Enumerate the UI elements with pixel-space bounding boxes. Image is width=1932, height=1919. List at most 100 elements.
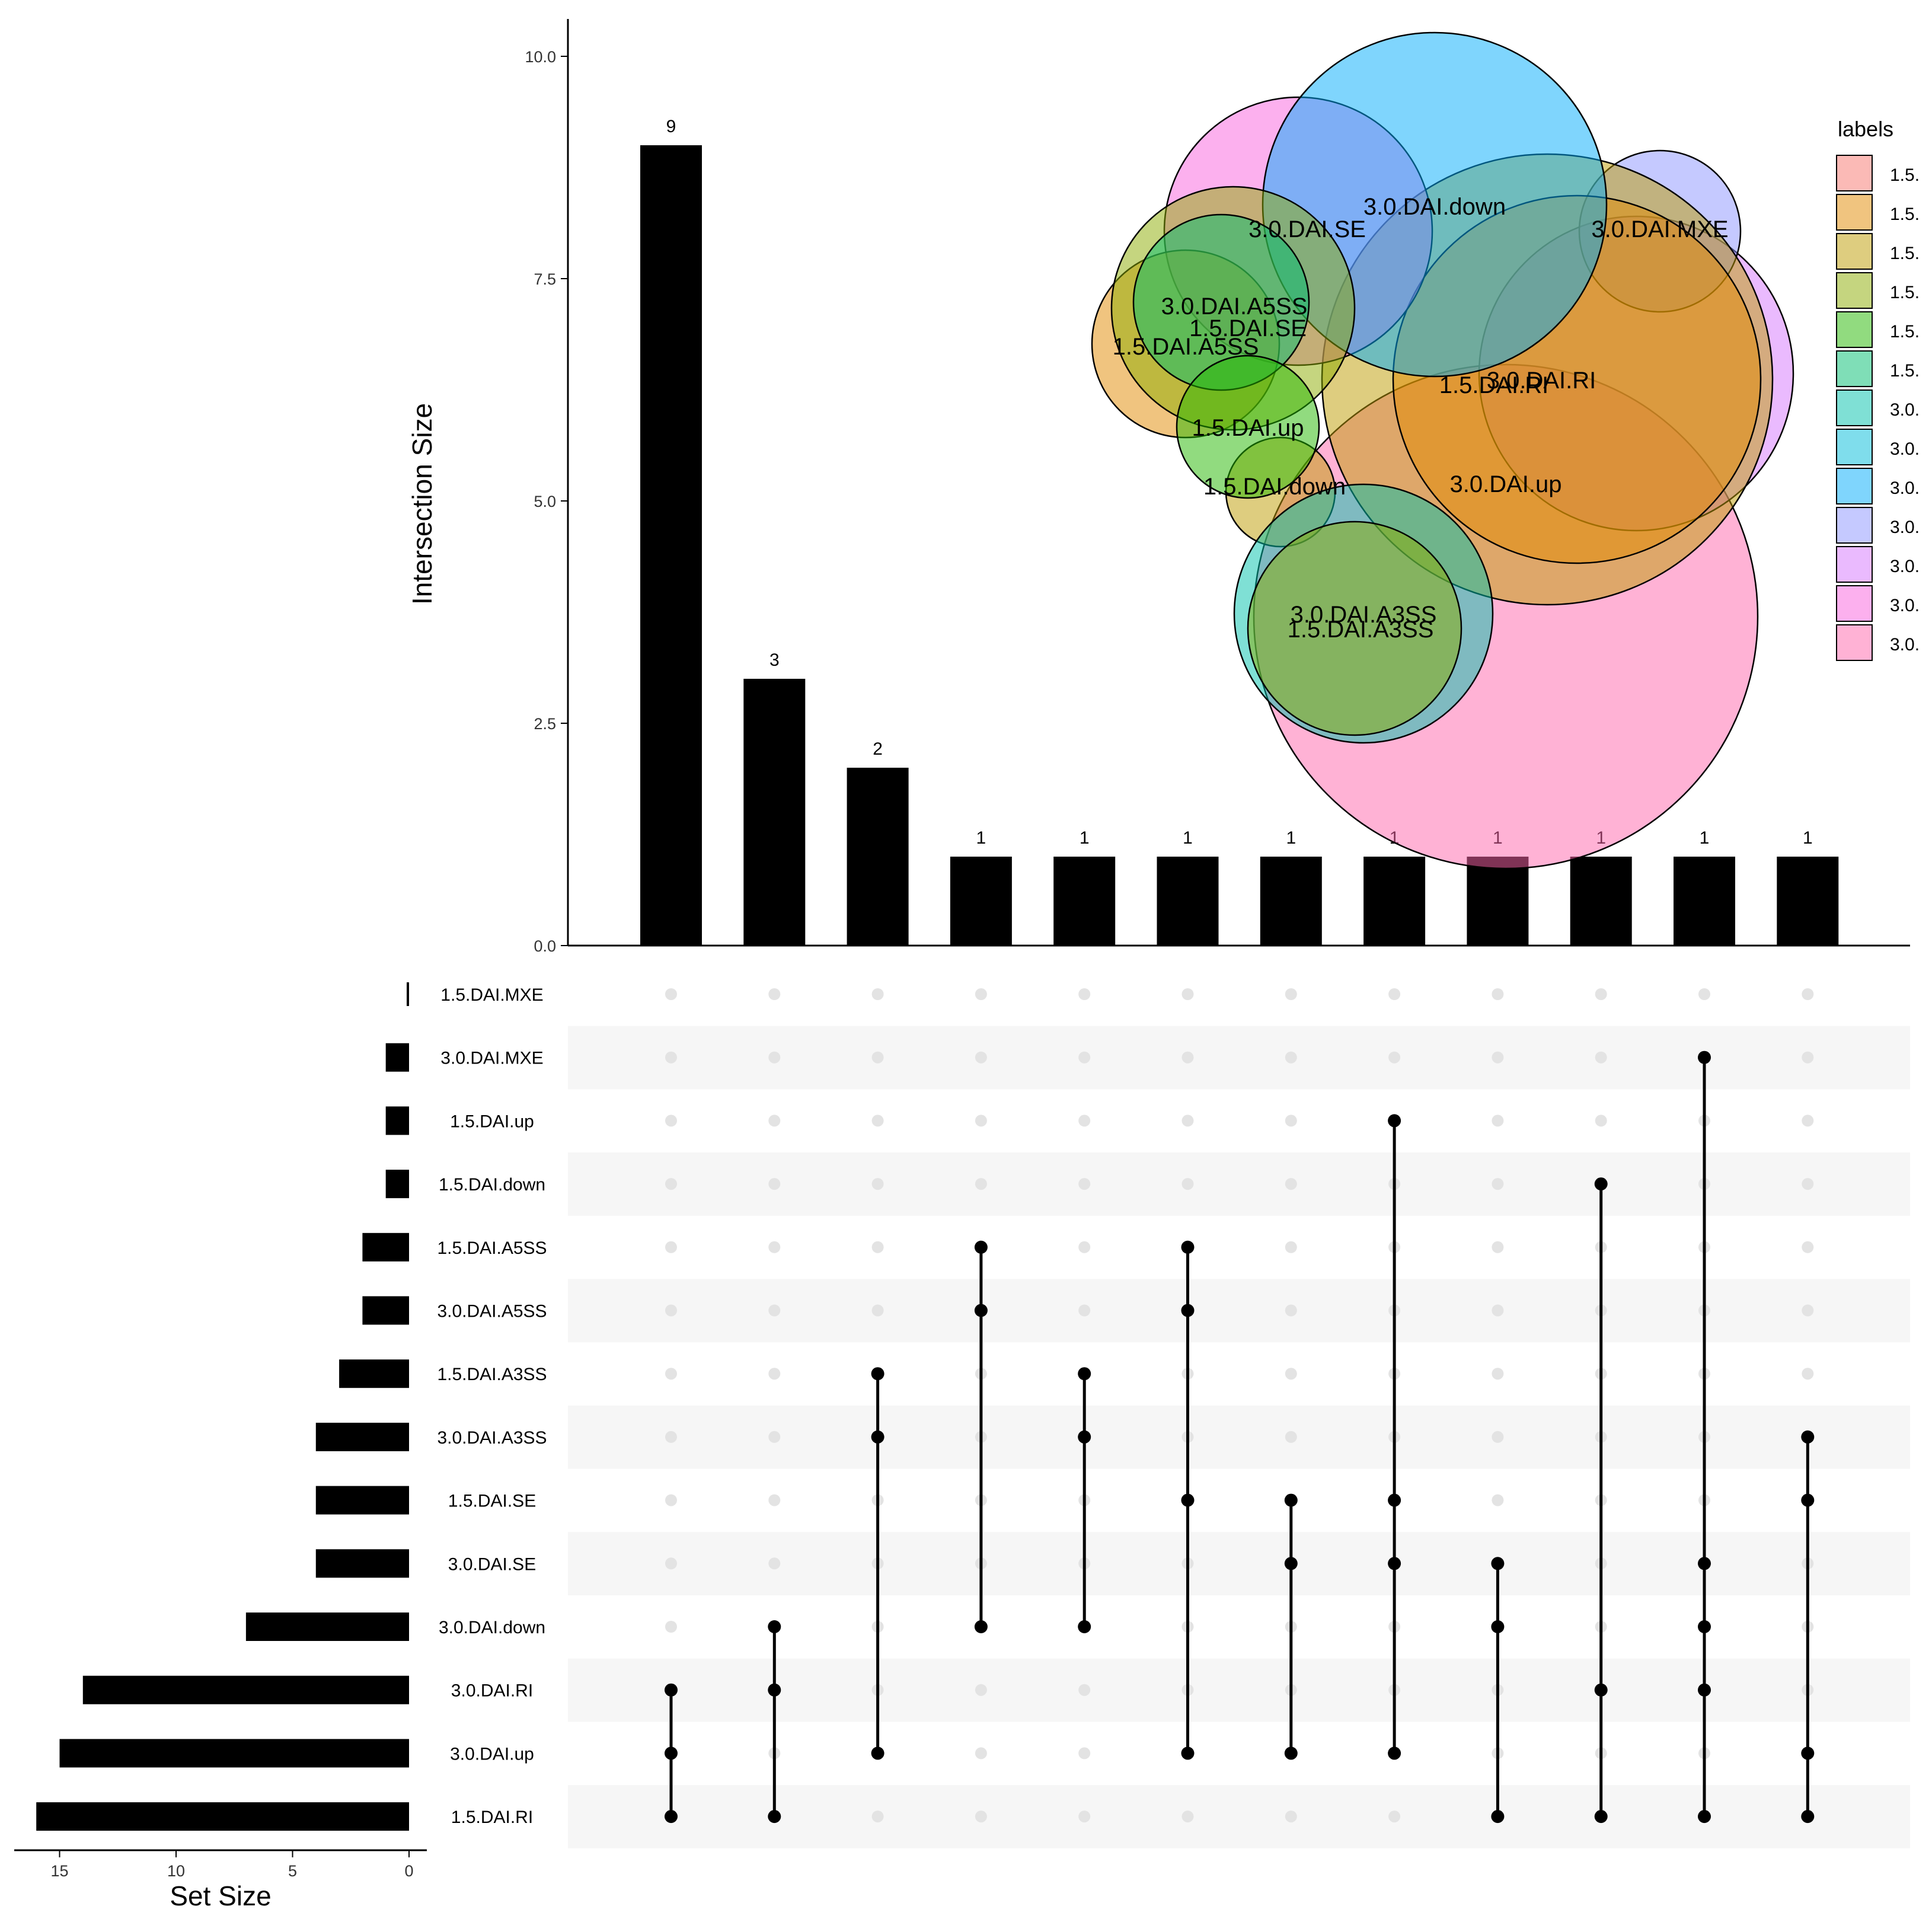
set-size-axis-title: Set Size bbox=[170, 1880, 271, 1911]
matrix-dot-inactive bbox=[768, 1557, 781, 1570]
intersection-bar bbox=[1777, 857, 1839, 946]
matrix-dot-inactive bbox=[1492, 1431, 1504, 1443]
matrix-dot-inactive bbox=[871, 1304, 884, 1317]
legend-label: 1.5. bbox=[1890, 283, 1920, 302]
legend-swatch bbox=[1836, 624, 1873, 661]
matrix-dot-inactive bbox=[1595, 988, 1607, 1000]
matrix-dot-active bbox=[1801, 1430, 1815, 1444]
venn-circle bbox=[1176, 355, 1320, 499]
set-size-tick-label: 0 bbox=[404, 1862, 413, 1880]
matrix-dot-inactive bbox=[1492, 1241, 1504, 1253]
matrix-dot-inactive bbox=[975, 988, 987, 1000]
matrix-dot-active bbox=[1491, 1557, 1505, 1570]
matrix-dot-active bbox=[1801, 1746, 1815, 1760]
matrix-dot-inactive bbox=[1285, 1115, 1297, 1127]
set-size-plot: 15 10 5 0 Set Size bbox=[14, 982, 427, 1911]
intersection-bar-label: 1 bbox=[976, 828, 986, 848]
matrix-dot-inactive bbox=[665, 1241, 677, 1253]
set-label: 1.5.DAI.down bbox=[439, 1175, 545, 1195]
legend-label: 1.5. bbox=[1890, 165, 1920, 185]
legend-label: 3.0. bbox=[1890, 596, 1920, 615]
matrix-dot-active bbox=[1594, 1683, 1608, 1697]
matrix-dot-inactive bbox=[1595, 1115, 1607, 1127]
matrix-dot-inactive bbox=[1492, 1051, 1504, 1064]
matrix-dot-inactive bbox=[1285, 988, 1297, 1000]
matrix-dot-active bbox=[1388, 1557, 1401, 1570]
venn-circle-label: 3.0.DAI.SE bbox=[1248, 216, 1366, 242]
matrix-row-stripe bbox=[568, 1785, 1910, 1848]
matrix-dot-active bbox=[974, 1240, 988, 1254]
set-label: 3.0.DAI.down bbox=[439, 1618, 545, 1637]
legend-title: labels bbox=[1838, 117, 1893, 141]
matrix-dot-inactive bbox=[665, 1557, 677, 1570]
matrix-dot-active bbox=[1284, 1557, 1298, 1570]
matrix-dot-active bbox=[1181, 1493, 1195, 1507]
venn-circle-label: 3.0.DAI.MXE bbox=[1591, 216, 1728, 242]
matrix-row-stripe bbox=[568, 1532, 1910, 1595]
set-size-bar bbox=[385, 1170, 409, 1199]
set-label: 3.0.DAI.A3SS bbox=[437, 1428, 547, 1448]
matrix-dot-inactive bbox=[1078, 1304, 1091, 1317]
matrix-dot-inactive bbox=[1388, 1811, 1401, 1823]
legend-swatch bbox=[1836, 546, 1873, 583]
venn-circle-label: 3.0.DAI.A5SS bbox=[1161, 293, 1308, 320]
set-label: 1.5.DAI.A5SS bbox=[437, 1238, 547, 1258]
matrix-dot-inactive bbox=[1078, 1684, 1091, 1696]
set-label: 1.5.DAI.up bbox=[450, 1112, 534, 1131]
matrix-row-stripe bbox=[568, 1026, 1910, 1090]
intersection-matrix bbox=[665, 988, 1815, 1824]
matrix-dot-inactive bbox=[1181, 988, 1194, 1000]
matrix-dot-inactive bbox=[768, 1241, 781, 1253]
matrix-dot-inactive bbox=[871, 1241, 884, 1253]
matrix-dot-inactive bbox=[768, 1178, 781, 1190]
matrix-dot-inactive bbox=[1388, 988, 1401, 1000]
matrix-dot-inactive bbox=[1492, 1115, 1504, 1127]
matrix-dot-inactive bbox=[768, 1431, 781, 1443]
matrix-dot-inactive bbox=[665, 1115, 677, 1127]
matrix-dot-inactive bbox=[1078, 988, 1091, 1000]
intersection-bar-label: 3 bbox=[769, 650, 780, 670]
intersection-axis-title: Intersection Size bbox=[407, 403, 438, 605]
matrix-dot-active bbox=[1388, 1746, 1401, 1760]
y-tick-label: 2.5 bbox=[534, 715, 556, 733]
venn-circle-label: 1.5.DAI.A3SS bbox=[1288, 617, 1434, 643]
matrix-dot-inactive bbox=[1078, 1747, 1091, 1760]
matrix-dot-inactive bbox=[1698, 988, 1710, 1000]
matrix-dot-active bbox=[1491, 1810, 1505, 1824]
matrix-dot-active bbox=[871, 1367, 884, 1381]
matrix-dot-inactive bbox=[1285, 1051, 1297, 1064]
matrix-dot-inactive bbox=[1492, 1304, 1504, 1317]
matrix-dot-inactive bbox=[768, 1368, 781, 1380]
matrix-dot-inactive bbox=[665, 1368, 677, 1380]
set-size-bar bbox=[362, 1232, 409, 1262]
matrix-dot-inactive bbox=[1078, 1051, 1091, 1064]
matrix-dot-inactive bbox=[1802, 1368, 1814, 1380]
matrix-dot-inactive bbox=[1802, 1115, 1814, 1127]
y-tick-label: 0.0 bbox=[534, 937, 556, 955]
matrix-dot-inactive bbox=[1802, 1051, 1814, 1064]
legend-swatch bbox=[1836, 272, 1873, 309]
venn-circle-label: 1.5.DAI.up bbox=[1192, 415, 1304, 441]
matrix-dot-active bbox=[974, 1304, 988, 1317]
intersection-bar-label: 1 bbox=[1080, 828, 1090, 848]
matrix-dot-inactive bbox=[1388, 1051, 1401, 1064]
set-size-bar bbox=[315, 1549, 409, 1578]
matrix-dot-inactive bbox=[1078, 1811, 1091, 1823]
matrix-dot-inactive bbox=[1285, 1368, 1297, 1380]
matrix-dot-active bbox=[665, 1683, 678, 1697]
matrix-dot-inactive bbox=[665, 1431, 677, 1443]
set-label: 3.0.DAI.up bbox=[450, 1744, 534, 1764]
matrix-dot-active bbox=[1284, 1493, 1298, 1507]
matrix-dot-inactive bbox=[1285, 1304, 1297, 1317]
intersection-bar bbox=[1363, 857, 1426, 946]
matrix-dot-inactive bbox=[1078, 1115, 1091, 1127]
matrix-dot-inactive bbox=[975, 1811, 987, 1823]
legend-swatch bbox=[1836, 194, 1873, 231]
matrix-dot-active bbox=[768, 1683, 781, 1697]
legend-label: 3.0. bbox=[1890, 635, 1920, 654]
intersection-bar bbox=[1674, 857, 1735, 946]
matrix-dot-active bbox=[1698, 1050, 1711, 1064]
matrix-dot-active bbox=[1181, 1746, 1195, 1760]
venn-circle-label: 1.5.DAI.A5SS bbox=[1113, 334, 1259, 360]
